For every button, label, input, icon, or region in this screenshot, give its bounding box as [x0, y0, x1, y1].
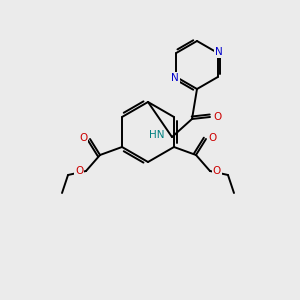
Text: O: O	[213, 112, 221, 122]
Text: N: N	[215, 47, 223, 57]
Text: O: O	[213, 166, 221, 176]
Text: O: O	[79, 133, 87, 143]
Text: N: N	[171, 73, 179, 83]
Text: O: O	[209, 133, 217, 143]
Text: O: O	[75, 166, 83, 176]
Text: HN: HN	[148, 130, 164, 140]
